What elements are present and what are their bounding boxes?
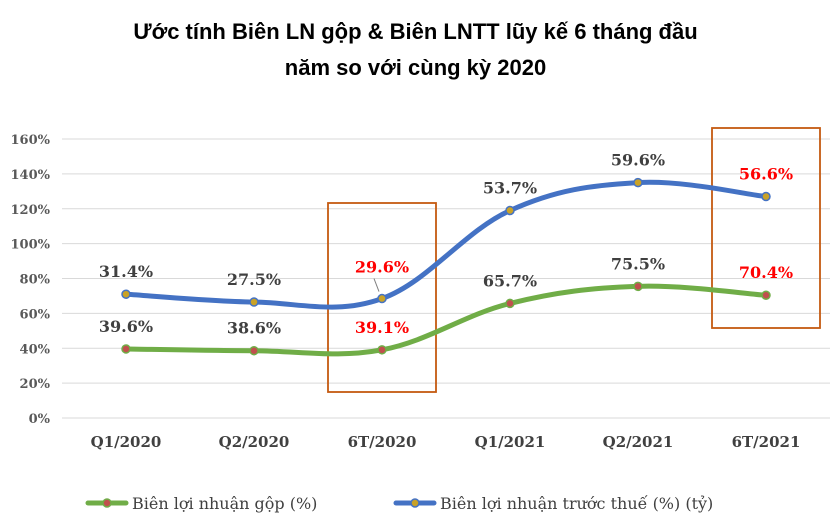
legend-label: Biên lợi nhuận trước thuế (%) (tỷ) (440, 494, 713, 513)
y-tick-label: 160% (11, 133, 51, 148)
data-point (249, 345, 259, 356)
data-label: 31.4% (99, 262, 153, 281)
data-point (377, 345, 387, 355)
series-lines (123, 179, 769, 357)
data-point (121, 344, 131, 354)
data-label: 75.5% (611, 254, 665, 273)
y-tick-label: 140% (11, 168, 51, 183)
data-labels: 39.6% 38.6% 39.1% 65.7% 75.5% 70.4% 31.4% 27.5%… (99, 151, 793, 338)
leader-line (373, 278, 380, 292)
data-point (633, 177, 643, 188)
y-tick-label: 40% (20, 342, 51, 357)
chart-title: Ước tính Biên LN gộp & Biên LNTT lũy kế … (0, 14, 831, 86)
data-point (377, 293, 387, 304)
x-tick-label: 6T/2021 (732, 433, 801, 451)
series-points (121, 177, 771, 356)
chart-title-line-2: năm so với cùng kỳ 2020 (284, 55, 547, 80)
highlight-box (711, 127, 821, 329)
y-tick-label: 80% (20, 273, 51, 288)
data-label: 59.6% (611, 151, 665, 170)
legend-marker (410, 498, 420, 508)
data-label: 27.5% (227, 270, 281, 289)
y-tick-label: 20% (20, 377, 51, 392)
y-tick-label: 0% (29, 412, 51, 427)
x-tick-label: Q1/2021 (475, 433, 546, 451)
data-label: 29.6% (355, 258, 409, 277)
highlight-box (327, 202, 437, 393)
y-axis-ticks: 0% 20% 40% 60% 80% 100% 120% 140% 160% (11, 133, 51, 427)
chart-title-line-1: Ước tính Biên LN gộp & Biên LNTT lũy kế … (133, 19, 698, 44)
x-axis-categories: Q1/2020 Q2/2020 6T/2020 Q1/2021 Q2/2021 6T/20… (91, 433, 801, 451)
data-point (633, 281, 643, 292)
x-tick-label: Q2/2021 (603, 433, 674, 451)
data-label: 39.1% (355, 318, 409, 337)
data-point (505, 205, 515, 216)
legend-label: Biên lợi nhuận gộp (%) (132, 494, 317, 513)
data-point (249, 297, 259, 307)
series-line-gross-margin (123, 283, 769, 357)
y-tick-label: 60% (20, 307, 51, 322)
highlight-boxes (327, 127, 821, 393)
data-point (121, 289, 131, 299)
data-point (505, 298, 515, 309)
data-label: 38.6% (227, 319, 281, 338)
legend-marker (102, 498, 112, 508)
data-label: 56.6% (739, 165, 793, 184)
legend: Biên lợi nhuận gộp (%) Biên lợi nhuận trư… (85, 494, 713, 513)
y-tick-label: 120% (11, 203, 51, 218)
data-point (761, 191, 771, 202)
y-tick-label: 100% (11, 238, 51, 253)
x-tick-label: 6T/2020 (348, 433, 417, 451)
data-label: 53.7% (483, 178, 537, 197)
x-tick-label: Q2/2020 (219, 433, 290, 451)
gridlines (62, 138, 830, 419)
x-tick-label: Q1/2020 (91, 433, 162, 451)
data-label: 65.7% (483, 271, 537, 290)
data-point (761, 290, 771, 300)
series-line-pretax-margin (123, 179, 769, 310)
data-label: 39.6% (99, 317, 153, 336)
data-label: 70.4% (739, 263, 793, 282)
